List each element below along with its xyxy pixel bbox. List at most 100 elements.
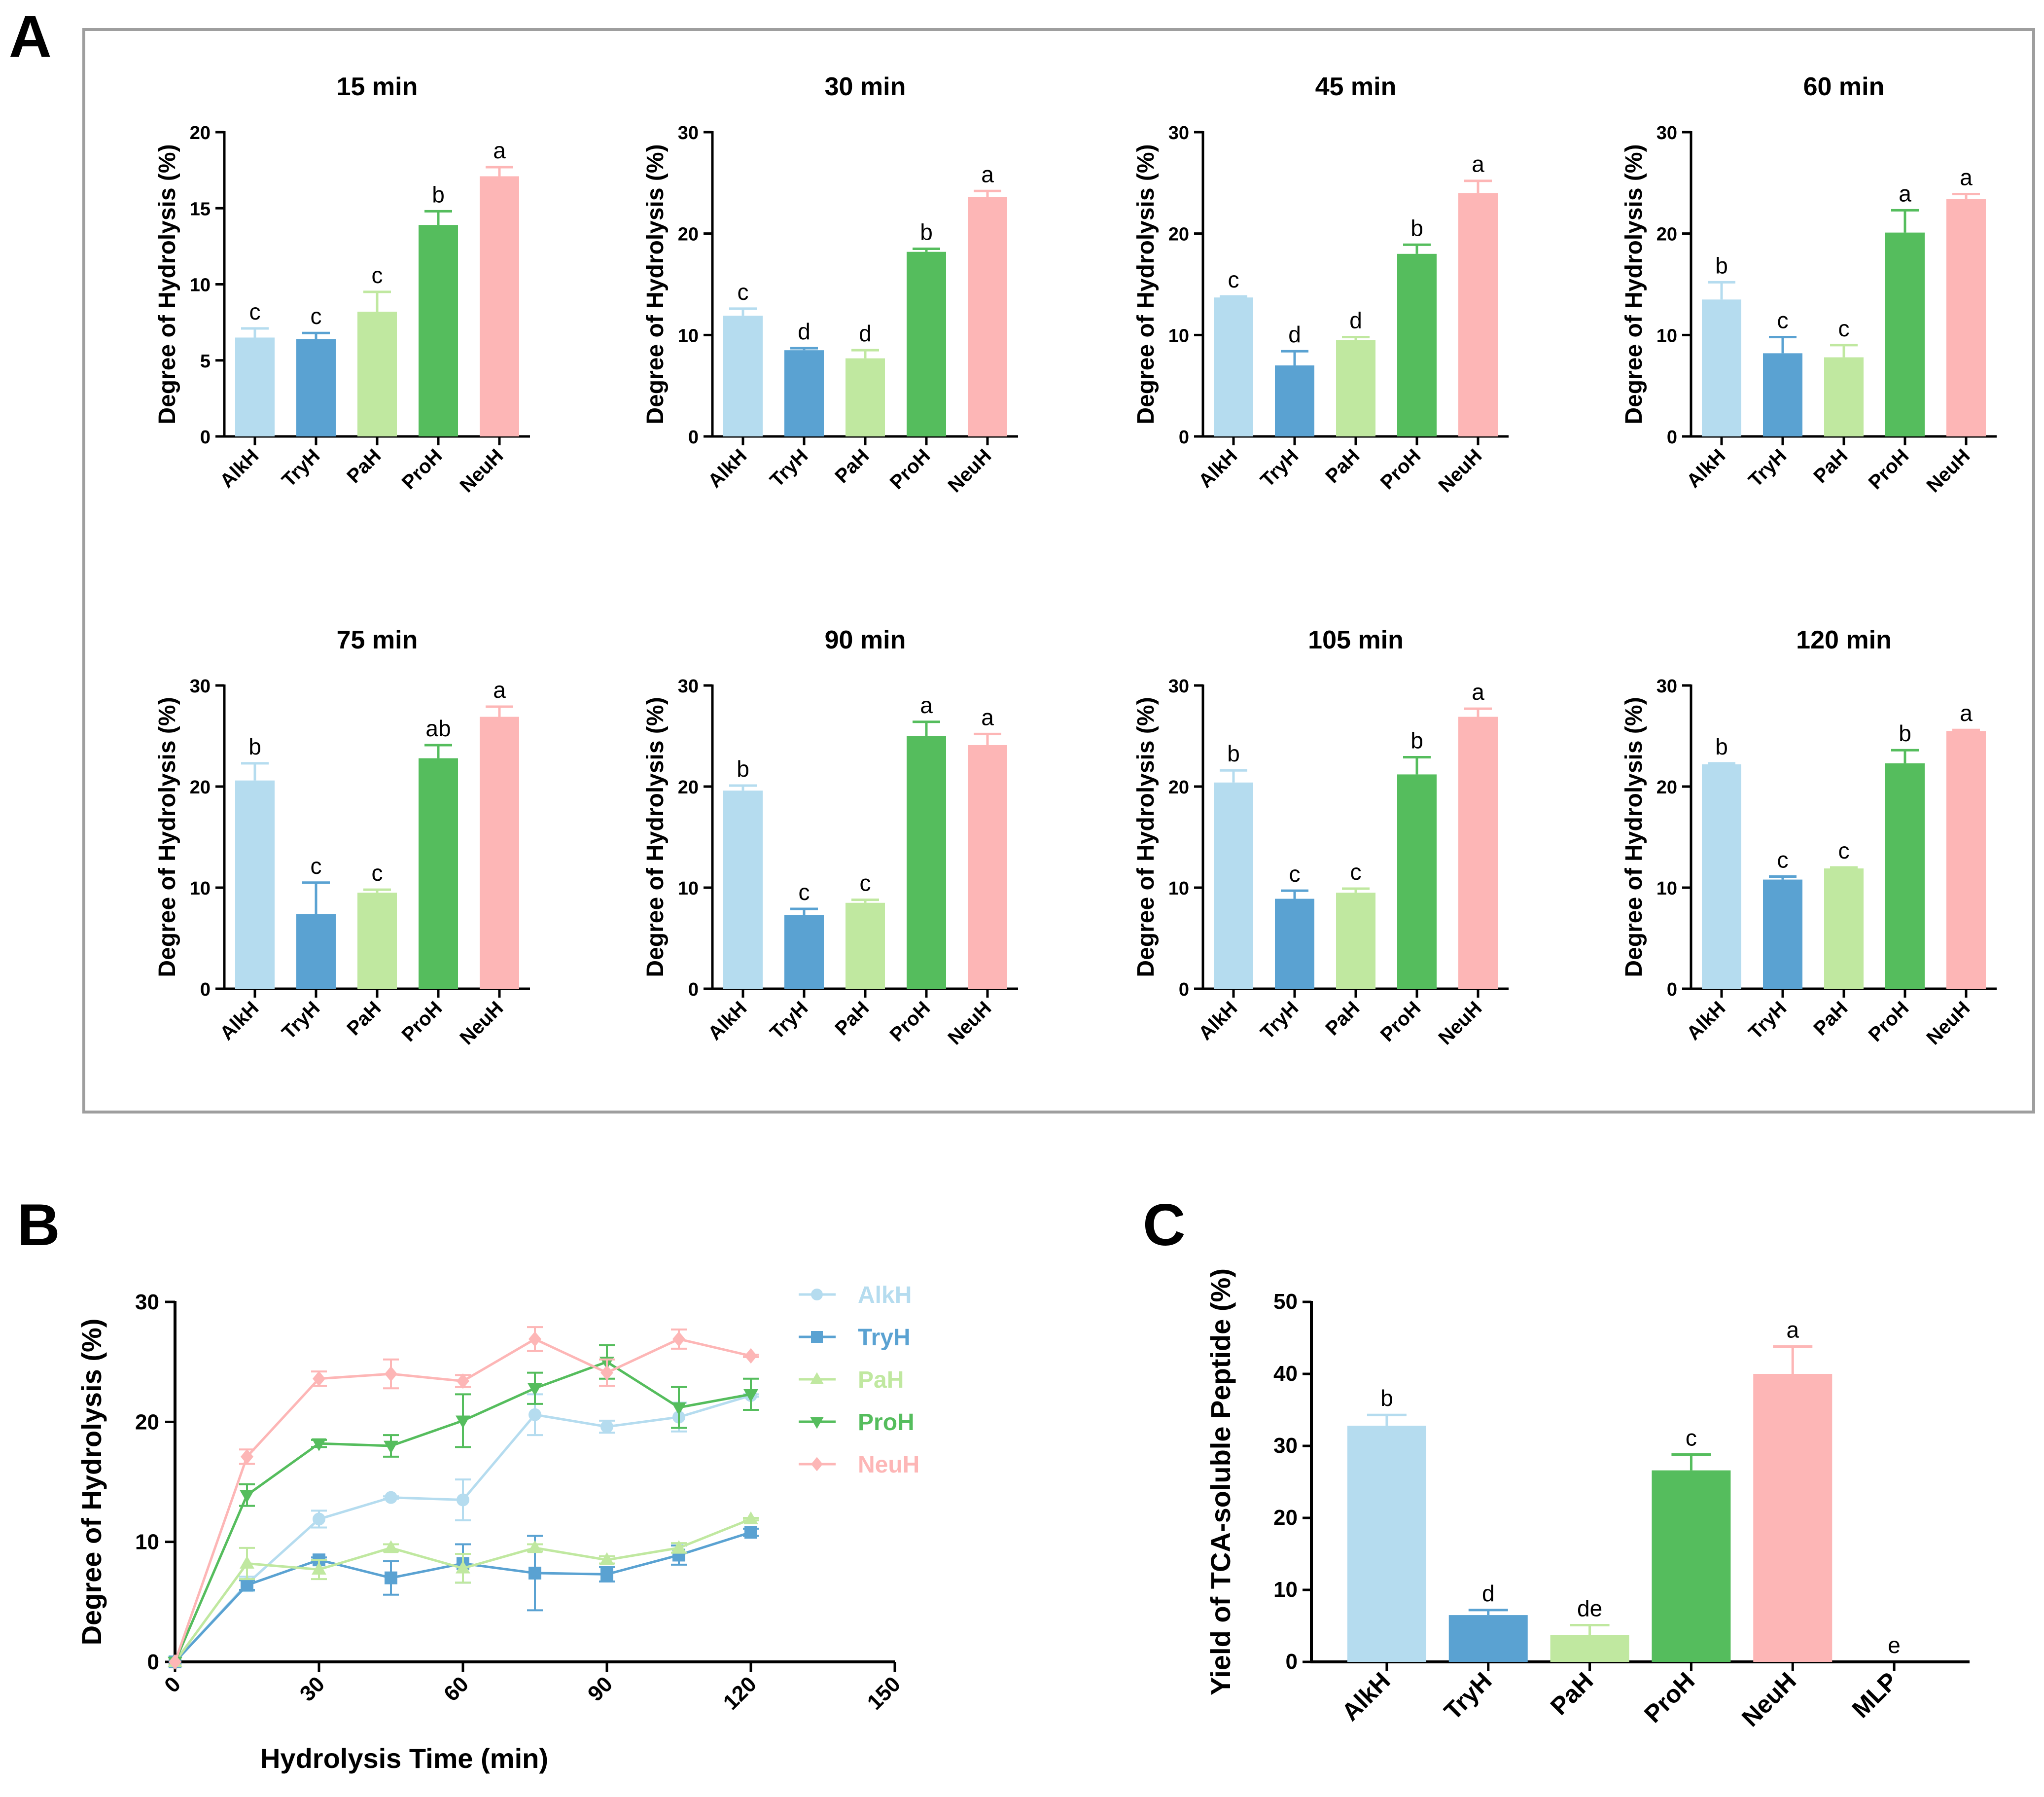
y-tick-label: 10 [190, 878, 211, 899]
data-point-AlkH [457, 1493, 469, 1507]
y-tick-label: 30 [1656, 123, 1677, 144]
legend-label: ProH [858, 1409, 915, 1436]
legend-item-TryH: TryH [799, 1325, 911, 1351]
y-tick-label: 20 [678, 224, 699, 245]
significance-letter-NeuH: a [493, 677, 506, 703]
chart-title: 120 min [1796, 626, 1892, 654]
significance-letter-AlkH: b [737, 756, 749, 782]
significance-letter-TryH: c [1289, 861, 1301, 887]
significance-letter-ProH: a [1899, 180, 1911, 206]
bar-ProH [1885, 232, 1925, 436]
bar-NeuH [1458, 193, 1498, 436]
data-point-ProH [456, 1415, 470, 1429]
significance-letter-PaH: d [859, 321, 872, 346]
y-tick-label: 30 [1656, 676, 1677, 697]
bar-TryH [1448, 1615, 1528, 1662]
bar-NeuH [1946, 731, 1986, 989]
significance-letter-TryH: d [1288, 322, 1301, 347]
data-point-PaH [528, 1540, 542, 1553]
y-tick-label: 0 [1179, 427, 1189, 448]
y-tick-label: 15 [190, 199, 211, 219]
significance-letter-PaH: de [1577, 1596, 1602, 1621]
bar-ProH [1397, 774, 1437, 989]
y-axis-label: Degree of Hydrolysis (%) [76, 1319, 107, 1646]
significance-letter-TryH: d [798, 319, 811, 344]
bar-ProH [1885, 763, 1925, 989]
bar-NeuH [1458, 717, 1498, 989]
significance-letter-NeuH: a [981, 161, 994, 187]
bar-PaH [1336, 893, 1375, 989]
data-point-ProH [384, 1440, 398, 1454]
significance-letter-AlkH: b [1715, 734, 1728, 759]
y-tick-label: 30 [678, 676, 699, 697]
data-point-TryH [385, 1571, 397, 1584]
data-point-AlkH [600, 1420, 613, 1434]
chart-title: 15 min [337, 72, 418, 101]
data-point-PaH [671, 1540, 686, 1553]
bar-ProH [419, 225, 458, 436]
data-point-PaH [743, 1511, 758, 1524]
significance-letter-NeuH: a [493, 138, 506, 163]
data-point-PaH [599, 1552, 614, 1565]
y-axis-label: Degree of Hydrolysis (%) [642, 144, 669, 424]
significance-letter-AlkH: b [1715, 252, 1728, 278]
significance-letter-AlkH: b [1227, 741, 1240, 766]
significance-letter-NeuH: a [981, 704, 994, 730]
legend-label: NeuH [858, 1452, 919, 1478]
data-point-NeuH [241, 1449, 253, 1465]
data-point-PaH [240, 1555, 254, 1569]
bar-TryH [784, 915, 824, 989]
data-point-TryH [744, 1526, 757, 1539]
bar-AlkH [235, 780, 275, 989]
y-tick-label: 0 [1179, 979, 1189, 1000]
y-tick-label: 20 [1273, 1506, 1298, 1530]
significance-letter-TryH: d [1482, 1581, 1495, 1606]
data-point-NeuH [744, 1348, 757, 1364]
significance-letter-ProH: b [1410, 215, 1423, 241]
y-tick-label: 50 [1273, 1290, 1298, 1314]
y-axis-label: Degree of Hydrolysis (%) [1133, 697, 1159, 977]
bar-ProH [907, 252, 946, 436]
panel-a-frame [82, 28, 2035, 1114]
y-tick-label: 20 [1168, 777, 1189, 798]
y-tick-label: 10 [1656, 878, 1677, 899]
bar-TryH [296, 339, 336, 436]
y-tick-label: 20 [1168, 224, 1189, 245]
bar-TryH [296, 914, 336, 989]
bar-ProH [907, 736, 946, 989]
bar-TryH [1275, 365, 1314, 436]
significance-letter-ProH: b [1899, 720, 1911, 746]
significance-letter-TryH: c [311, 853, 322, 879]
y-axis-label: Degree of Hydrolysis (%) [642, 697, 669, 977]
data-point-ProH [240, 1490, 254, 1503]
y-tick-label: 0 [200, 427, 211, 448]
data-point-PaH [312, 1562, 326, 1575]
significance-letter-TryH: c [799, 879, 810, 905]
significance-letter-ProH: a [920, 692, 933, 718]
bar-AlkH [1702, 299, 1741, 436]
significance-letter-PaH: c [1838, 838, 1850, 863]
bar-AlkH [235, 337, 275, 436]
data-point-NeuH [600, 1365, 613, 1381]
y-axis-label: Degree of Hydrolysis (%) [154, 697, 180, 977]
y-tick-label: 10 [678, 878, 699, 899]
y-axis-label: Degree of Hydrolysis (%) [1621, 697, 1647, 977]
bar-ProH [1397, 253, 1437, 436]
legend-label: PaH [858, 1367, 904, 1393]
series-NeuH [169, 1326, 759, 1670]
significance-letter-NeuH: a [1472, 679, 1484, 705]
bar-AlkH [1214, 782, 1253, 989]
bar-PaH [357, 893, 397, 989]
data-point-NeuH [672, 1331, 685, 1347]
significance-letter-NeuH: a [1960, 164, 1973, 190]
significance-letter-TryH: c [1777, 307, 1789, 333]
significance-letter-AlkH: c [1228, 267, 1239, 292]
y-tick-label: 0 [688, 979, 699, 1000]
bar-TryH [1763, 353, 1802, 436]
bar-NeuH [480, 176, 519, 437]
data-point-PaH [456, 1560, 470, 1574]
significance-letter-TryH: c [311, 303, 322, 329]
